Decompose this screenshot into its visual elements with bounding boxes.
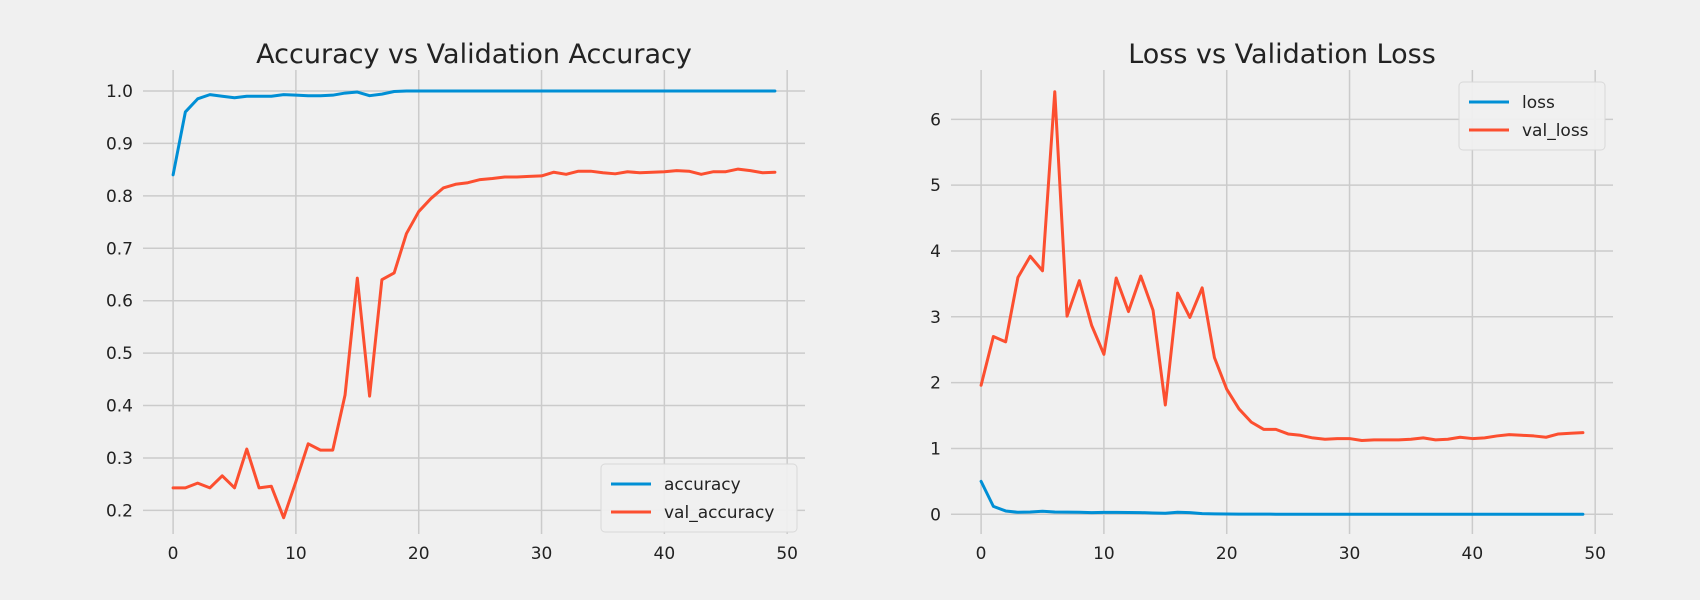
accuracy-chart-legend: accuracy val_accuracy: [600, 463, 798, 533]
accuracy-chart: 0 10 20 30 40 50 0.2 0.3 0.4 0.5 0.6 0.7 0.8 0.9 1.0 Ac…: [106, 39, 805, 564]
series-line-accuracy: [171, 89, 777, 177]
y-tick-label: 0.6: [106, 292, 133, 312]
loss-chart-legend: loss val_loss: [1458, 81, 1606, 151]
legend-label: accuracy: [664, 475, 741, 495]
x-tick-label: 50: [1584, 544, 1606, 564]
x-tick-label: 10: [285, 544, 307, 564]
y-tick-label: 0.7: [106, 239, 133, 259]
loss-chart: 0 10 20 30 40 50 0 1 2 3 4 5 6 Loss vs Validation Los…: [930, 39, 1613, 564]
loss-chart-title: Loss vs Validation Loss: [1128, 39, 1436, 70]
y-tick-label: 3: [930, 308, 941, 328]
x-tick-label: 40: [1462, 544, 1484, 564]
x-tick-label: 30: [1339, 544, 1361, 564]
x-tick-label: 30: [531, 544, 553, 564]
y-tick-label: 1: [930, 439, 941, 459]
x-tick-label: 20: [1216, 544, 1238, 564]
series-line-val-loss: [979, 90, 1585, 443]
y-tick-label: 4: [930, 242, 941, 262]
y-tick-label: 2: [930, 374, 941, 394]
series-line-loss: [979, 479, 1585, 516]
x-tick-label: 0: [168, 544, 179, 564]
legend-label: val_loss: [1522, 121, 1589, 141]
y-tick-label: 5: [930, 176, 941, 196]
y-tick-label: 0.2: [106, 501, 133, 521]
y-tick-label: 6: [930, 110, 941, 130]
x-tick-label: 10: [1093, 544, 1115, 564]
x-tick-label: 50: [776, 544, 798, 564]
y-tick-label: 0.4: [106, 397, 133, 417]
accuracy-chart-title: Accuracy vs Validation Accuracy: [256, 39, 692, 70]
y-tick-label: 0: [930, 505, 941, 525]
legend-label: val_accuracy: [664, 503, 774, 523]
legend-label: loss: [1522, 93, 1555, 113]
x-tick-label: 40: [654, 544, 676, 564]
y-tick-label: 0.3: [106, 449, 133, 469]
series-line-val-accuracy: [171, 167, 777, 520]
y-tick-label: 0.8: [106, 187, 133, 207]
y-tick-label: 0.9: [106, 134, 133, 154]
x-tick-label: 20: [408, 544, 430, 564]
x-tick-label: 0: [976, 544, 987, 564]
y-tick-label: 1.0: [106, 82, 133, 102]
y-tick-label: 0.5: [106, 344, 133, 364]
